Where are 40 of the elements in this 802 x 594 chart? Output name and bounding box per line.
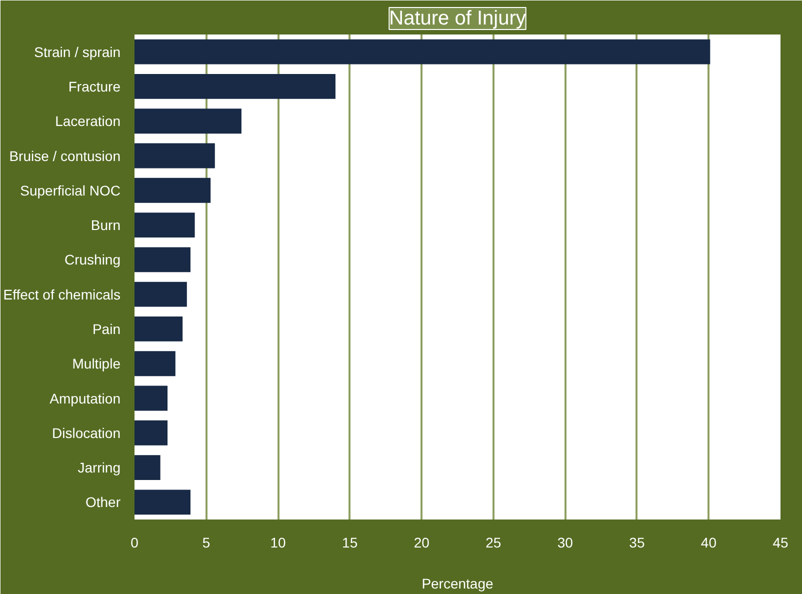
x-tick-label: 25 — [486, 534, 502, 550]
bar — [134, 247, 190, 272]
y-tick-label: Fracture — [68, 78, 121, 94]
x-tick-label: 35 — [629, 534, 645, 550]
y-tick-label: Jarring — [78, 460, 121, 476]
y-tick-label: Bruise / contusion — [9, 148, 121, 164]
bar — [134, 455, 160, 480]
y-tick-label: Effect of chemicals — [3, 286, 121, 302]
y-tick-label: Laceration — [55, 113, 121, 130]
y-tick-label: Other — [85, 494, 121, 510]
bar — [134, 386, 168, 411]
y-tick-label: Pain — [92, 320, 121, 337]
y-tick-label: Dislocation — [52, 424, 121, 441]
x-tick-label: 5 — [202, 534, 210, 550]
bar — [134, 490, 190, 515]
y-tick-label: Multiple — [72, 356, 121, 372]
bar — [134, 143, 215, 168]
bar — [134, 212, 195, 238]
bar — [134, 282, 187, 307]
x-tick-label: 0 — [130, 534, 139, 550]
x-tick-label: 20 — [414, 534, 430, 550]
chart-title: Nature of Injury — [389, 8, 526, 30]
bar — [134, 39, 710, 64]
bar — [134, 108, 242, 134]
bar — [134, 74, 336, 99]
y-tick-label: Crushing — [64, 252, 121, 268]
bar — [134, 351, 176, 376]
bar — [134, 316, 183, 342]
x-tick-label: 30 — [557, 534, 574, 550]
x-axis-title: Percentage — [422, 576, 494, 592]
y-tick-label: Strain / sprain — [34, 44, 121, 60]
x-tick-label: 10 — [270, 534, 286, 550]
bar — [134, 178, 211, 203]
x-tick-label: 45 — [772, 534, 788, 550]
x-tick-label: 40 — [700, 534, 717, 550]
x-tick-label: 15 — [342, 534, 358, 550]
bar — [134, 420, 168, 446]
y-tick-label: Superficial NOC — [20, 182, 121, 198]
y-tick-label: Burn — [90, 217, 121, 234]
y-tick-label: Amputation — [50, 390, 121, 406]
